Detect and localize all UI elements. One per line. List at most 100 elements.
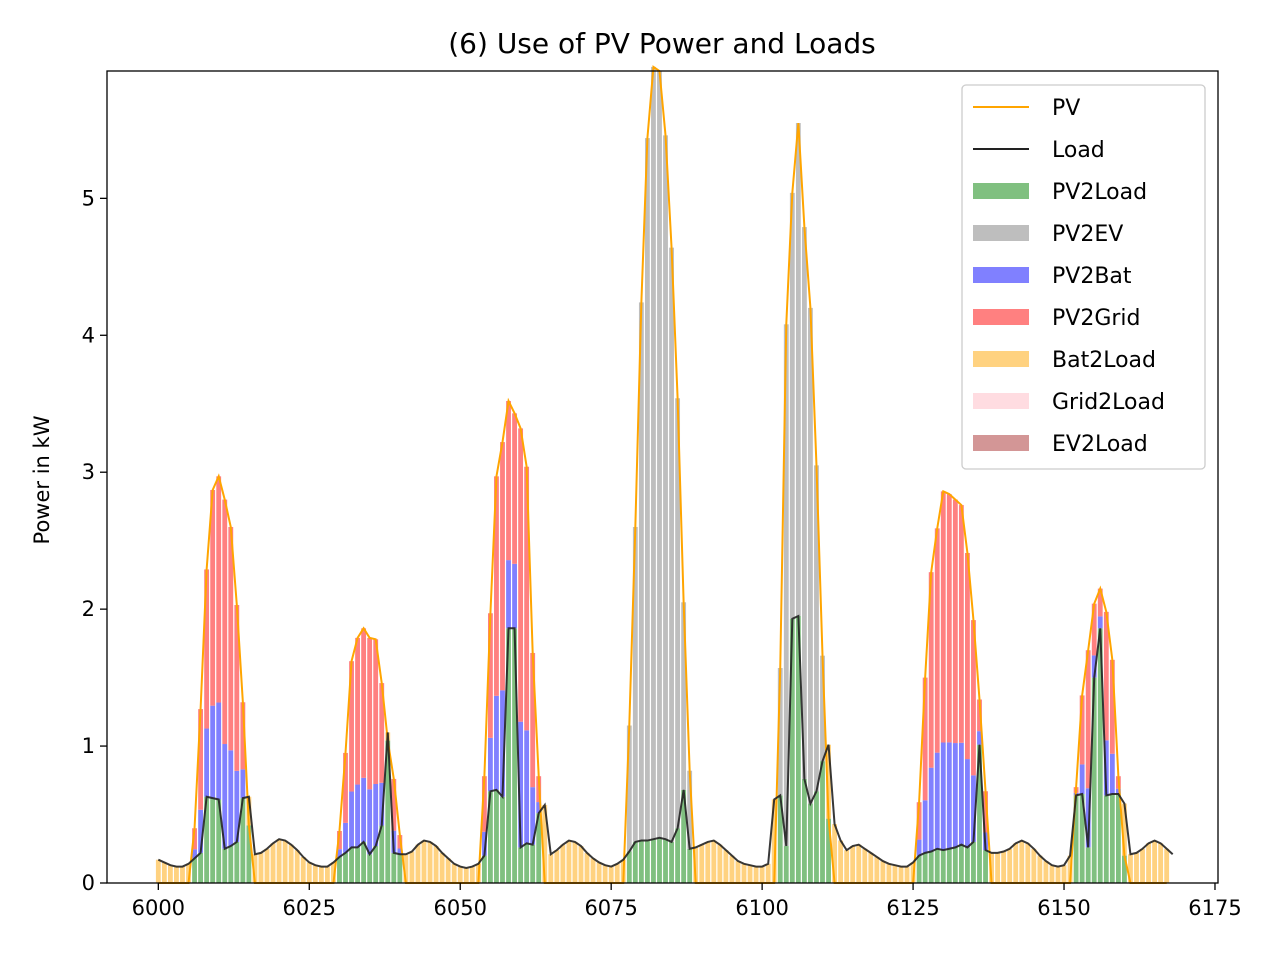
- bar-bat2load-6049: [451, 863, 457, 883]
- bar-pv2grid-6039: [391, 778, 397, 831]
- bar-pv2load-6036: [373, 846, 379, 883]
- bar-pv2load-6131: [946, 848, 952, 883]
- bar-bat2load-6023: [294, 850, 300, 883]
- bar-pv2grid-6057: [500, 442, 505, 691]
- bar-bat2load-6145: [1031, 848, 1037, 883]
- bar-pv2load-6104: [783, 846, 789, 883]
- legend-item-pv: PV: [973, 96, 1080, 121]
- bar-pv2load-6085: [669, 841, 674, 883]
- bar-bat2load-6150: [1061, 865, 1067, 883]
- bar-bat2load-6114: [844, 850, 850, 883]
- x-tick-label: 6050: [433, 896, 486, 920]
- bar-pv2bat-6006: [192, 849, 197, 859]
- bar-bat2load-6140: [1001, 851, 1007, 883]
- bar-pv2bat-6035: [367, 789, 373, 855]
- legend-item-bat2load: Bat2Load: [973, 348, 1156, 373]
- bar-pv2bat-6007: [198, 809, 203, 853]
- legend-label: PV2Load: [1052, 180, 1147, 205]
- bar-pv2bat-6037: [379, 782, 385, 826]
- bar-pv2load-6059: [512, 628, 517, 883]
- load-line: [157, 614, 1174, 869]
- legend-label: PV2EV: [1052, 222, 1123, 247]
- bar-pv2bat-6030: [337, 849, 342, 857]
- bar-pv2ev-6082: [651, 66, 656, 840]
- bar-pv2load-6127: [922, 852, 928, 883]
- bar-pv2bat-6135: [971, 775, 976, 842]
- bar-bat2load-6093: [717, 844, 723, 883]
- bar-pv2load-6012: [228, 846, 234, 883]
- bar-bat2load-6025: [306, 862, 312, 883]
- bar-bat2load-6075: [608, 866, 614, 883]
- bar-pv2grid-6058: [506, 401, 511, 561]
- bar-pv2bat-6154: [1085, 788, 1091, 848]
- bar-bat2load-6064: [542, 804, 548, 883]
- bar-pv2grid-6154: [1085, 650, 1091, 789]
- bar-pv2load-6037: [379, 825, 385, 883]
- bar-pv2bat-6155: [1091, 655, 1097, 678]
- bar-pv2bat-6056: [494, 695, 499, 790]
- bar-pv2load-6040: [397, 854, 403, 883]
- bar-bat2load-6017: [258, 852, 264, 883]
- bar-bat2load-6026: [312, 865, 318, 883]
- bar-bat2load-6091: [705, 841, 711, 883]
- bar-pv2grid-6126: [916, 802, 922, 840]
- bar-pv2load-6033: [355, 847, 360, 883]
- bar-pv2grid-6061: [524, 466, 530, 731]
- bar-pv2load-6156: [1097, 628, 1103, 883]
- y-axis-label: Power in kW: [30, 415, 54, 544]
- bar-pv2grid-6156: [1097, 588, 1103, 617]
- bar-bat2load-6099: [753, 866, 759, 883]
- bar-pv2ev-6104: [783, 324, 789, 847]
- legend-item-ev2load: EV2Load: [973, 432, 1148, 457]
- bar-pv2grid-6056: [494, 476, 499, 696]
- x-tick-label: 6175: [1188, 896, 1241, 920]
- bar-pv2bat-6061: [524, 730, 530, 844]
- bar-bat2load-6004: [180, 866, 185, 883]
- bar-bat2load-6094: [723, 850, 729, 883]
- bar-pv2bat-6131: [946, 742, 952, 849]
- bar-bat2load-6043: [415, 844, 421, 883]
- legend-label: EV2Load: [1052, 432, 1148, 457]
- bar-pv2load-6063: [536, 813, 542, 883]
- bar-bat2load-6076: [614, 863, 620, 883]
- bar-pv2grid-6036: [373, 639, 379, 784]
- x-tick-label: 6000: [132, 896, 185, 920]
- bar-bat2load-6119: [874, 856, 880, 883]
- bar-bat2load-6001: [161, 862, 167, 883]
- bar-pv2ev-6110: [820, 655, 825, 762]
- bar-bat2load-6050: [457, 866, 463, 883]
- bar-pv2grid-6033: [355, 637, 360, 785]
- bar-bat2load-6005: [186, 863, 191, 883]
- bar-bat2load-6148: [1049, 865, 1055, 883]
- bar-bat2load-6051: [463, 867, 469, 883]
- bar-bat2load-6121: [886, 863, 892, 883]
- legend-swatch: [973, 267, 1029, 283]
- bar-pv2ev-6108: [808, 307, 813, 804]
- bar-pv2load-6129: [934, 848, 940, 883]
- bar-bat2load-6144: [1025, 843, 1031, 883]
- stacked-bars: [155, 66, 1170, 883]
- bar-bat2load-6070: [578, 846, 584, 883]
- bar-pv2grid-6158: [1109, 659, 1115, 754]
- bar-pv2bat-6010: [216, 702, 222, 800]
- bar-pv2load-6055: [488, 791, 493, 883]
- bar-pv2grid-6007: [198, 709, 203, 810]
- bar-bat2load-6147: [1043, 861, 1049, 883]
- bar-pv2load-6079: [632, 841, 638, 883]
- bar-pv2load-6034: [361, 841, 367, 883]
- bar-pv2grid-6030: [337, 830, 342, 850]
- bar-pv2grid-6127: [922, 677, 928, 801]
- bar-pv2load-6160: [1122, 855, 1127, 883]
- legend-label: Bat2Load: [1052, 348, 1156, 373]
- x-tick-label: 6025: [283, 896, 336, 920]
- bar-pv2grid-6137: [983, 791, 988, 833]
- bar-bat2load-6029: [331, 862, 336, 883]
- legend-swatch: [973, 393, 1029, 409]
- bar-pv2bat-6130: [940, 742, 946, 851]
- bar-pv2bat-6036: [373, 784, 379, 847]
- bar-pv2grid-6014: [240, 702, 246, 770]
- bar-bat2load-6124: [904, 866, 910, 883]
- bar-pv2ev-6106: [795, 123, 801, 616]
- bar-bat2load-6120: [880, 861, 886, 883]
- bar-pv2bat-6158: [1109, 753, 1115, 794]
